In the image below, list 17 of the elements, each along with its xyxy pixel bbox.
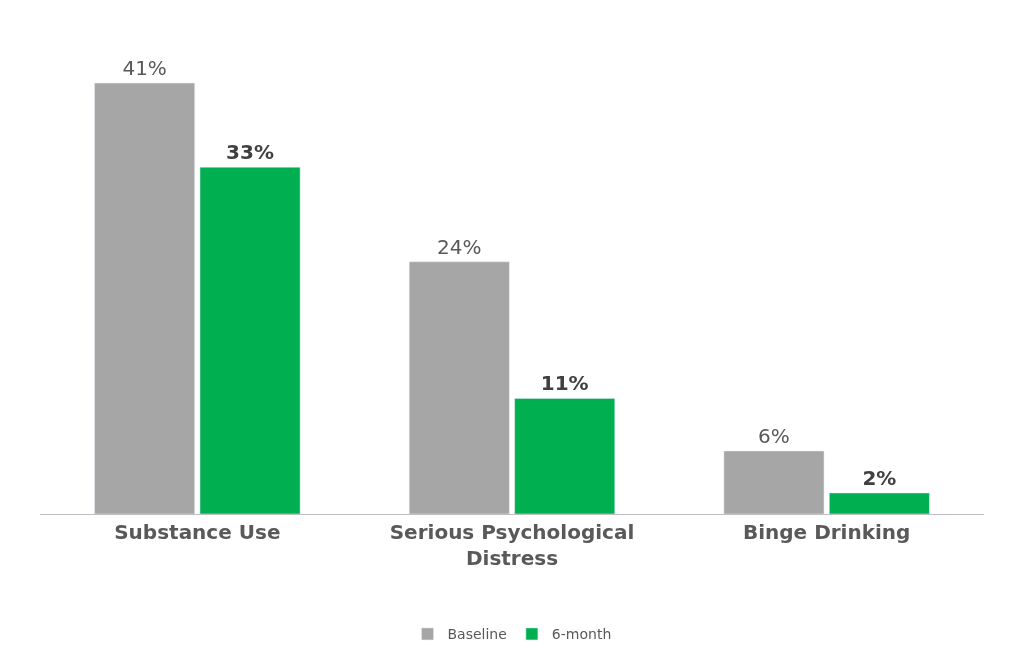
x-tick-label: Substance Use bbox=[114, 520, 281, 544]
bar bbox=[408, 261, 510, 514]
bar bbox=[199, 166, 301, 514]
bar bbox=[723, 450, 825, 514]
bar bbox=[829, 492, 930, 514]
data-label: 41% bbox=[122, 56, 167, 81]
data-label: 11% bbox=[540, 371, 589, 396]
legend-label: Baseline bbox=[447, 626, 507, 643]
bar bbox=[94, 82, 195, 514]
bar bbox=[514, 398, 616, 514]
x-tick-label: Serious Psychological Distress bbox=[389, 520, 635, 570]
x-tick-label: Binge Drinking bbox=[742, 520, 911, 544]
data-label: 33% bbox=[226, 140, 274, 165]
legend-label: 6-month bbox=[551, 626, 612, 643]
data-label: 24% bbox=[437, 234, 482, 259]
data-label: 2% bbox=[862, 465, 897, 490]
data-label: 6% bbox=[758, 423, 790, 448]
